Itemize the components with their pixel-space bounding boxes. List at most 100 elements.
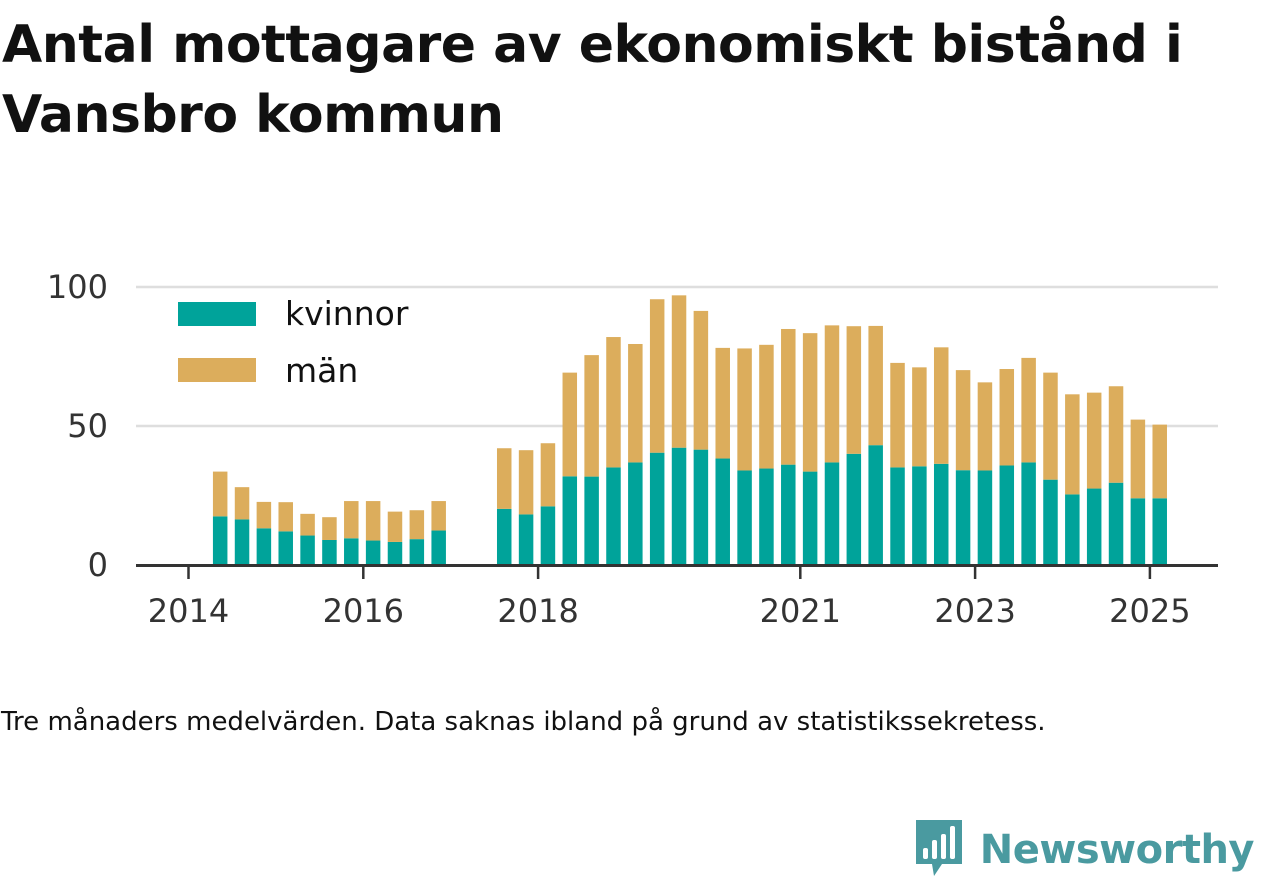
stacked-bar-chart: 0 50 100 2014 2016 2018 2021 2023 2025 kvinnor … [47, 268, 1218, 630]
bar-kvinnor [278, 531, 293, 565]
bar-man [890, 362, 905, 468]
bar-kvinnor [584, 476, 599, 565]
bar-kvinnor [518, 514, 534, 565]
bar-kvinnor [365, 540, 381, 565]
bar-man [693, 310, 709, 450]
x-tick-label: 2016 [323, 592, 404, 630]
bar-kvinnor [256, 528, 272, 565]
bars [212, 295, 1167, 565]
bar-man [606, 337, 621, 468]
bar-man [737, 348, 752, 471]
bar-man [933, 347, 949, 464]
x-tick-label: 2021 [760, 592, 841, 630]
bar-kvinnor [628, 462, 643, 565]
bar-kvinnor [1108, 482, 1124, 565]
bar-man [671, 295, 687, 448]
bar-man [409, 510, 425, 540]
bar-kvinnor [999, 465, 1015, 565]
legend-swatch-man [178, 358, 256, 382]
bar-man [1152, 424, 1167, 499]
brand-name: Newsworthy [979, 827, 1255, 873]
bar-man [562, 372, 578, 477]
bar-man [431, 501, 446, 531]
bar-kvinnor [802, 471, 818, 565]
bar-man [1108, 386, 1124, 483]
bar-kvinnor [846, 453, 862, 565]
bar-kvinnor [212, 516, 228, 565]
bar-kvinnor [715, 458, 730, 565]
bar-man [824, 325, 840, 463]
bar-man [649, 299, 665, 453]
bar-kvinnor [496, 508, 512, 565]
bar-kvinnor [1021, 462, 1036, 565]
bar-man [912, 367, 927, 467]
x-tick-label: 2025 [1109, 592, 1190, 630]
bar-kvinnor [890, 467, 905, 565]
bar-man [1043, 372, 1058, 480]
newsworthy-bar-chart-logo-icon [914, 818, 964, 879]
bar-man [212, 471, 228, 517]
chart-caption: Tre månaders medelvärden. Data saknas ib… [1, 707, 1046, 737]
x-tick-label: 2018 [497, 592, 578, 630]
bar-kvinnor [955, 470, 971, 565]
bar-man [802, 333, 818, 472]
bar-man [365, 501, 381, 541]
bar-kvinnor [781, 464, 796, 565]
y-tick-labels: 0 50 100 [47, 268, 108, 584]
bar-kvinnor [1086, 488, 1102, 565]
bar-man [846, 326, 862, 454]
newsworthy-brand: Newsworthy [914, 818, 1255, 879]
bar-man [234, 487, 250, 520]
bar-kvinnor [322, 539, 337, 565]
bar-man [1065, 394, 1080, 495]
bar-man [518, 450, 534, 515]
bar-man [300, 513, 315, 536]
x-tick-label: 2014 [148, 592, 229, 630]
bar-kvinnor [912, 466, 927, 565]
legend-swatch-kvinnor [178, 302, 256, 326]
bar-man [977, 382, 993, 471]
bar-man [496, 448, 512, 509]
y-tick-label: 100 [47, 268, 108, 306]
bar-kvinnor [737, 470, 752, 565]
bar-kvinnor [693, 449, 709, 565]
bar-kvinnor [387, 541, 403, 565]
legend: kvinnor män [164, 290, 432, 400]
bar-kvinnor [1065, 494, 1080, 565]
bar-kvinnor [649, 452, 665, 565]
x-ticks: 2014 2016 2018 2021 2023 2025 [148, 566, 1191, 630]
bar-man [999, 369, 1015, 466]
bar-kvinnor [431, 530, 446, 565]
bar-kvinnor [344, 538, 359, 565]
bar-man [1130, 419, 1146, 499]
bar-man [955, 370, 971, 471]
bar-kvinnor [300, 535, 315, 565]
bar-man [1021, 357, 1036, 463]
bar-man [540, 443, 556, 507]
bar-man [781, 328, 796, 465]
bar-man [256, 501, 272, 529]
bar-kvinnor [1043, 479, 1058, 565]
bar-man [584, 355, 599, 477]
bar-kvinnor [1152, 498, 1167, 565]
bar-man [278, 502, 293, 532]
bar-man [1086, 392, 1102, 489]
bar-kvinnor [1130, 498, 1146, 565]
bar-kvinnor [824, 462, 840, 565]
bar-kvinnor [759, 468, 774, 565]
legend-label-man: män [285, 351, 358, 390]
bar-kvinnor [977, 470, 993, 565]
bar-kvinnor [933, 463, 949, 565]
bar-kvinnor [562, 476, 578, 565]
bar-man [628, 343, 643, 463]
bar-man [322, 517, 337, 540]
bar-kvinnor [868, 445, 883, 565]
bar-kvinnor [234, 519, 250, 565]
bar-man [344, 501, 359, 539]
bar-man [387, 511, 403, 542]
x-tick-label: 2023 [934, 592, 1015, 630]
y-tick-label: 50 [67, 407, 108, 445]
bar-man [759, 344, 774, 469]
bar-kvinnor [540, 506, 556, 565]
bar-kvinnor [671, 447, 687, 565]
